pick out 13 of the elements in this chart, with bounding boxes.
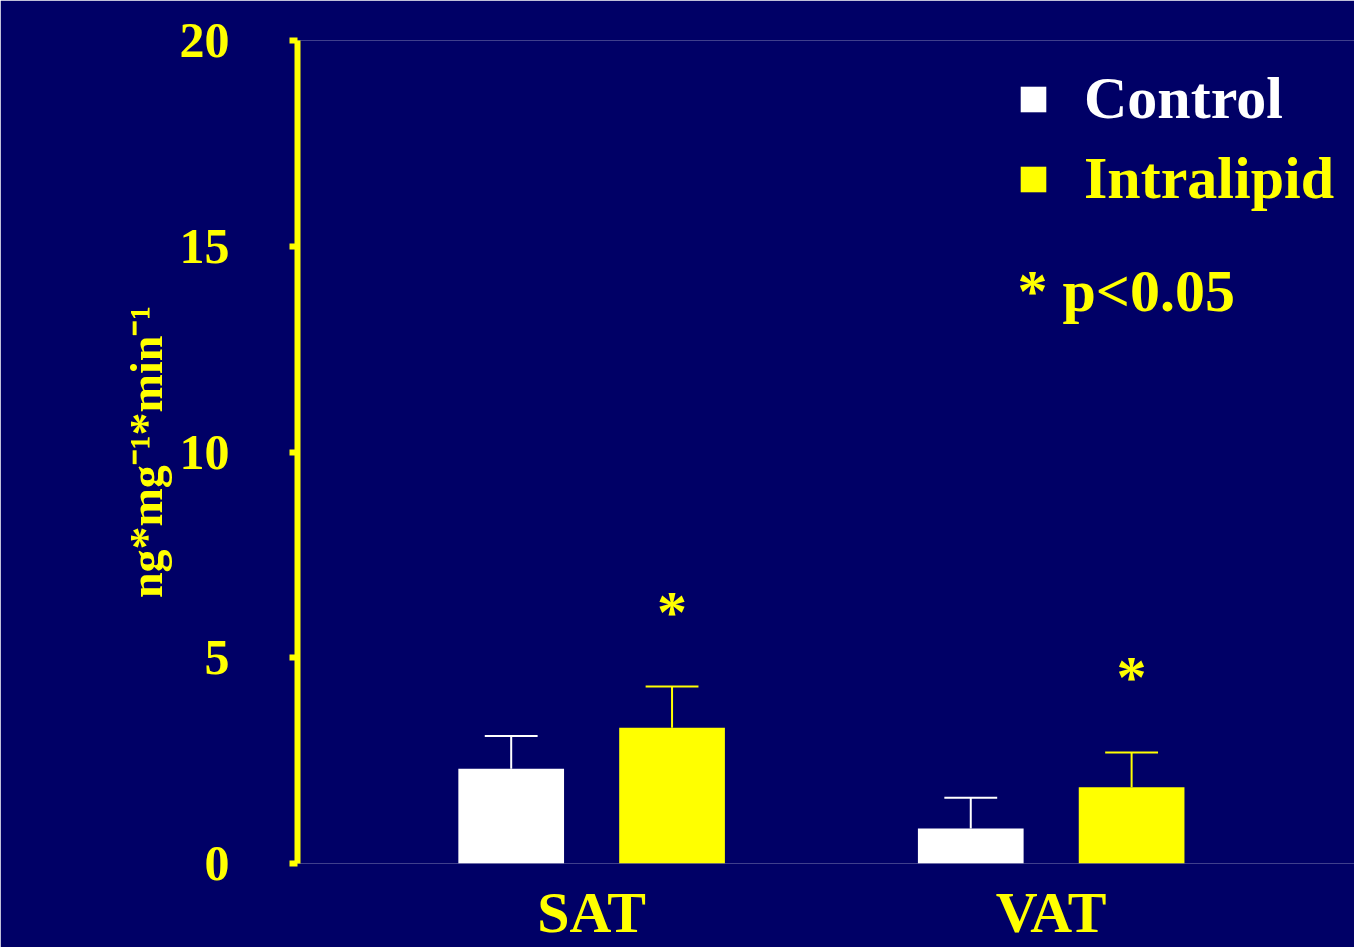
legend-label: Intralipid: [1084, 144, 1335, 213]
y-tick-label: 10: [179, 423, 230, 480]
y-tick-label: 0: [204, 835, 230, 891]
x-tick-label: VAT: [995, 879, 1107, 945]
y-axis-title: ng*mg⁻¹*min⁻¹: [120, 305, 172, 599]
x-tick-label: SAT: [537, 879, 646, 945]
y-tick-label: 15: [179, 217, 230, 274]
annotation: * p<0.05: [1017, 257, 1236, 324]
y-tick-label: 20: [179, 12, 230, 68]
legend-label: Control: [1084, 64, 1283, 133]
annotation: *: [1116, 644, 1147, 711]
annotation: *: [657, 578, 688, 645]
y-tick-label: 5: [204, 629, 230, 686]
